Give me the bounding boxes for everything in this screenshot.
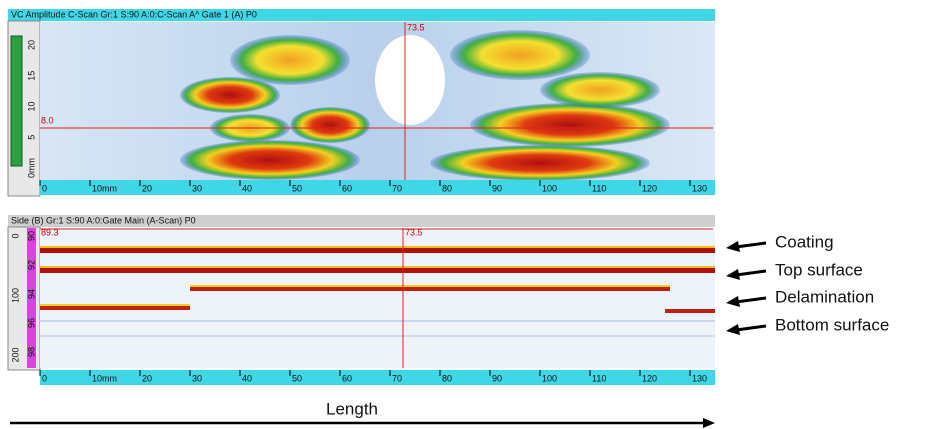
x-tick-label: 110 (592, 373, 606, 383)
x-tick-label: 40 (242, 373, 252, 383)
annotation: Coating (775, 232, 834, 251)
cursor-y-label: 89.3 (41, 227, 59, 237)
y-tick-label: 98 (26, 347, 36, 357)
x-tick-label: 10mm (92, 373, 117, 383)
x-tick-label: 80 (442, 373, 452, 383)
pointer-arrow (736, 326, 766, 330)
x-tick-label: 20 (142, 373, 152, 383)
x-tick-label: 60 (342, 183, 352, 193)
x-tick-label: 60 (342, 373, 352, 383)
x-tick-label: 80 (442, 183, 452, 193)
x-tick-label: 120 (642, 183, 657, 193)
x-tick-label: 50 (292, 183, 302, 193)
x-tick-label: 90 (492, 373, 502, 383)
arrow-head (726, 296, 740, 307)
x-tick-label: 120 (642, 373, 657, 383)
cursor-x-label: 73.5 (405, 227, 423, 237)
panel-title: Side (B) Gr:1 S:90 A:0:Gate Main (A-Scan… (11, 215, 196, 225)
x-tick-label: 0 (42, 373, 47, 383)
x-tick-label: 90 (492, 183, 502, 193)
x-tick-label: 70 (392, 373, 402, 383)
annotation: Delamination (775, 287, 874, 306)
annotations: Coating Top surface Delamination Bottom sur… (726, 232, 889, 335)
x-tick-label: 30 (192, 373, 202, 383)
y-tick-label: 5 (26, 135, 36, 140)
arrow-head (703, 418, 715, 428)
x-tick-label: 10mm (92, 183, 117, 193)
y-tick-label: 92 (26, 260, 36, 270)
annotation: Top surface (775, 260, 863, 279)
y-tick-label: 96 (26, 318, 36, 328)
axis-caption: Length (326, 399, 378, 418)
y-tick-label: 90 (26, 231, 36, 241)
pointer-arrow (736, 298, 766, 302)
y-tick-label: 100 (10, 288, 20, 303)
x-tick-label: 30 (192, 183, 202, 193)
y-tick-label: 15 (26, 71, 36, 81)
figure: VC Amplitude C-Scan Gr:1 S:90 A:0:C-Scan… (0, 0, 930, 429)
x-tick-label: 130 (692, 373, 707, 383)
x-tick-label: 70 (392, 183, 402, 193)
pointer-arrow (736, 243, 766, 247)
arrow-head (726, 324, 740, 335)
x-tick-label: 100 (542, 183, 557, 193)
arrow-head (726, 269, 740, 280)
cursor-y-label: 8.0 (41, 115, 54, 125)
x-tick-label: 110 (592, 183, 606, 193)
y-tick-label: 94 (26, 289, 36, 299)
pointer-arrow (736, 271, 766, 275)
arrow-head (726, 241, 740, 252)
c-scan-panel: VC Amplitude C-Scan Gr:1 S:90 A:0:C-Scan… (8, 9, 715, 196)
x-tick-label: 0 (42, 183, 47, 193)
x-tick-label: 50 (292, 373, 302, 383)
x-tick-label: 130 (692, 183, 707, 193)
annotation: Bottom surface (775, 315, 889, 334)
x-tick-label: 20 (142, 183, 152, 193)
y-tick-label: 0mm (26, 158, 36, 178)
panel-title: VC Amplitude C-Scan Gr:1 S:90 A:0:C-Scan… (11, 9, 257, 19)
palette-bar (11, 36, 22, 166)
cursor-x-label: 73.5 (407, 22, 425, 32)
y-tick-label: 200 (10, 347, 20, 362)
b-scan-panel: Side (B) Gr:1 S:90 A:0:Gate Main (A-Scan… (8, 215, 715, 385)
y-tick-label: 10 (26, 101, 36, 111)
x-tick-label: 100 (542, 373, 557, 383)
x-tick-label: 40 (242, 183, 252, 193)
y-tick-label: 20 (26, 40, 36, 50)
y-tick-label: 0 (10, 233, 20, 238)
